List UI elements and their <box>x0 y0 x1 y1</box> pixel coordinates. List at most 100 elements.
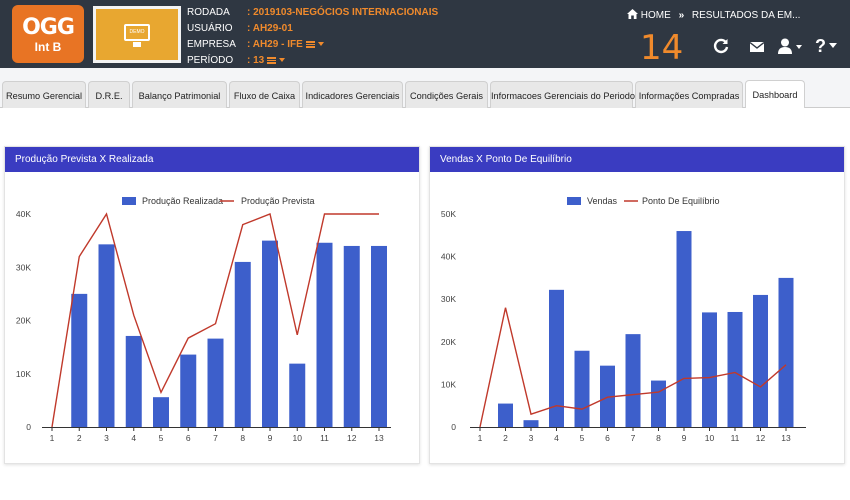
legend-label-line: Produção Prevista <box>241 196 315 206</box>
tab-condicoes-gerais[interactable]: Condições Gerais <box>405 81 488 111</box>
bar-4 <box>125 335 142 427</box>
tab-fluxo-de-caixa[interactable]: Fluxo de Caixa <box>229 81 300 111</box>
demo-badge: DEMO <box>93 6 181 63</box>
bar-10 <box>289 363 306 427</box>
producao-chart-panel: Produção Prevista X Realizada Produção R… <box>4 146 420 464</box>
chevron-down-icon <box>279 58 286 63</box>
x-tick-label: 5 <box>580 433 585 443</box>
breadcrumb-home-link[interactable]: HOME <box>640 10 671 21</box>
bar-2 <box>498 403 513 427</box>
bar-7 <box>207 338 224 427</box>
y-tick-label: 30K <box>441 294 456 304</box>
list-icon <box>267 56 277 64</box>
report-tabs: Resumo Gerencial D.R.E. Balanço Patrimon… <box>0 78 850 111</box>
bar-11 <box>316 242 333 427</box>
empresa-selector[interactable]: : AH29 - IFE <box>247 38 324 52</box>
user-menu-icon[interactable] <box>778 38 804 59</box>
rodada-value: : 2019103-NEGÓCIOS INTERNACIONAIS <box>247 7 439 18</box>
y-tick-label: 0 <box>26 422 31 432</box>
empresa-value: : AH29 - IFE <box>247 39 303 50</box>
x-tick-label: 7 <box>631 433 636 443</box>
tab-indicadores-gerenciais[interactable]: Indicadores Gerenciais <box>302 81 403 111</box>
x-tick-label: 12 <box>347 433 357 443</box>
bar-12 <box>753 294 768 427</box>
x-tick-label: 2 <box>77 433 82 443</box>
chart-legend: Produção Realizada Produção Prevista <box>122 196 315 206</box>
x-tick-label: 1 <box>478 433 483 443</box>
producao-chart: Produção Realizada Produção Prevista 0 10K 2… <box>16 196 391 443</box>
tab-informacoes-compradas[interactable]: Informações Compradas <box>635 81 743 111</box>
bar-8 <box>234 261 251 427</box>
x-tick-label: 6 <box>605 433 610 443</box>
bar-9 <box>676 231 692 427</box>
x-tick-label: 5 <box>159 433 164 443</box>
bar-13 <box>778 277 794 427</box>
legend-swatch-bar <box>567 197 581 205</box>
y-tick-label: 40K <box>441 252 456 262</box>
x-tick-label: 1 <box>50 433 55 443</box>
legend-label-bar: Produção Realizada <box>142 196 223 206</box>
y-tick-label: 0 <box>451 422 456 432</box>
rodada-label: RODADA <box>187 7 230 18</box>
tab-balanco-patrimonial[interactable]: Balanço Patrimonial <box>132 81 227 111</box>
x-tick-label: 9 <box>268 433 273 443</box>
tab-resumo-gerencial[interactable]: Resumo Gerencial <box>2 81 86 111</box>
x-tick-label: 3 <box>529 433 534 443</box>
y-tick-label: 30K <box>16 262 31 272</box>
bar-3 <box>98 244 115 427</box>
bar-7 <box>625 334 641 427</box>
bar-3 <box>523 420 539 427</box>
x-tick-label: 2 <box>503 433 508 443</box>
producao-chart-title: Produção Prevista X Realizada <box>5 147 419 172</box>
refresh-icon[interactable] <box>713 38 729 59</box>
x-tick-label: 10 <box>705 433 715 443</box>
chevron-down-icon <box>317 42 324 47</box>
usuario-value: : AH29-01 <box>247 23 293 34</box>
legend-label-bar: Vendas <box>587 196 618 206</box>
bar-10 <box>702 312 717 427</box>
help-menu-icon[interactable]: ? <box>815 36 837 57</box>
y-tick-label: 50K <box>441 209 456 219</box>
periodo-label: PERÍODO <box>187 55 234 66</box>
vendas-chart: Vendas Ponto De Equilíbrio 0 10K 20K 30K 40K 50… <box>441 196 806 443</box>
periodo-selector[interactable]: : 13 <box>247 54 286 68</box>
bar-2 <box>71 293 88 427</box>
legend-swatch-bar <box>122 197 136 205</box>
breadcrumb: HOME » RESULTADOS DA EM... <box>627 9 800 21</box>
chart-legend: Vendas Ponto De Equilíbrio <box>567 196 720 206</box>
x-tick-label: 6 <box>186 433 191 443</box>
y-tick-label: 20K <box>441 337 456 347</box>
tab-informacoes-gerenciais-periodo[interactable]: Informacoes Gerenciais do Periodo <box>490 81 635 111</box>
x-tick-label: 12 <box>756 433 766 443</box>
y-tick-label: 10K <box>16 369 31 379</box>
x-tick-label: 3 <box>104 433 109 443</box>
double-chevron-icon: » <box>678 10 685 21</box>
home-icon <box>627 9 638 19</box>
breadcrumb-current: RESULTADOS DA EM... <box>691 10 801 21</box>
demo-label: DEMO <box>129 29 145 35</box>
logo-main-text: OGG <box>22 15 75 40</box>
logo-sub-text: Int B <box>34 40 62 54</box>
periodo-value: : 13 <box>247 55 265 66</box>
bar-6 <box>180 354 197 427</box>
bar-6 <box>600 365 615 427</box>
x-tick-label: 8 <box>240 433 245 443</box>
x-tick-label: 11 <box>320 433 329 443</box>
x-tick-label: 4 <box>131 433 136 443</box>
x-tick-label: 10 <box>293 433 303 443</box>
legend-label-line: Ponto De Equilíbrio <box>642 196 720 206</box>
mail-icon[interactable] <box>749 38 765 58</box>
top-bar: OGG Int B DEMO RODADA : 2019103-NEGÓCIOS… <box>0 0 850 68</box>
x-tick-label: 4 <box>554 433 559 443</box>
tab-dre[interactable]: D.R.E. <box>88 81 130 111</box>
x-tick-label: 7 <box>213 433 218 443</box>
x-tick-label: 8 <box>656 433 661 443</box>
tab-dashboard[interactable]: Dashboard <box>745 80 805 111</box>
bar-5 <box>153 397 169 427</box>
bar-11 <box>727 311 743 427</box>
brand-logo[interactable]: OGG Int B <box>12 5 84 63</box>
y-tick-label: 10K <box>441 379 456 389</box>
bar-5 <box>574 350 590 427</box>
bar-13 <box>371 245 387 427</box>
x-tick-label: 11 <box>731 433 740 443</box>
